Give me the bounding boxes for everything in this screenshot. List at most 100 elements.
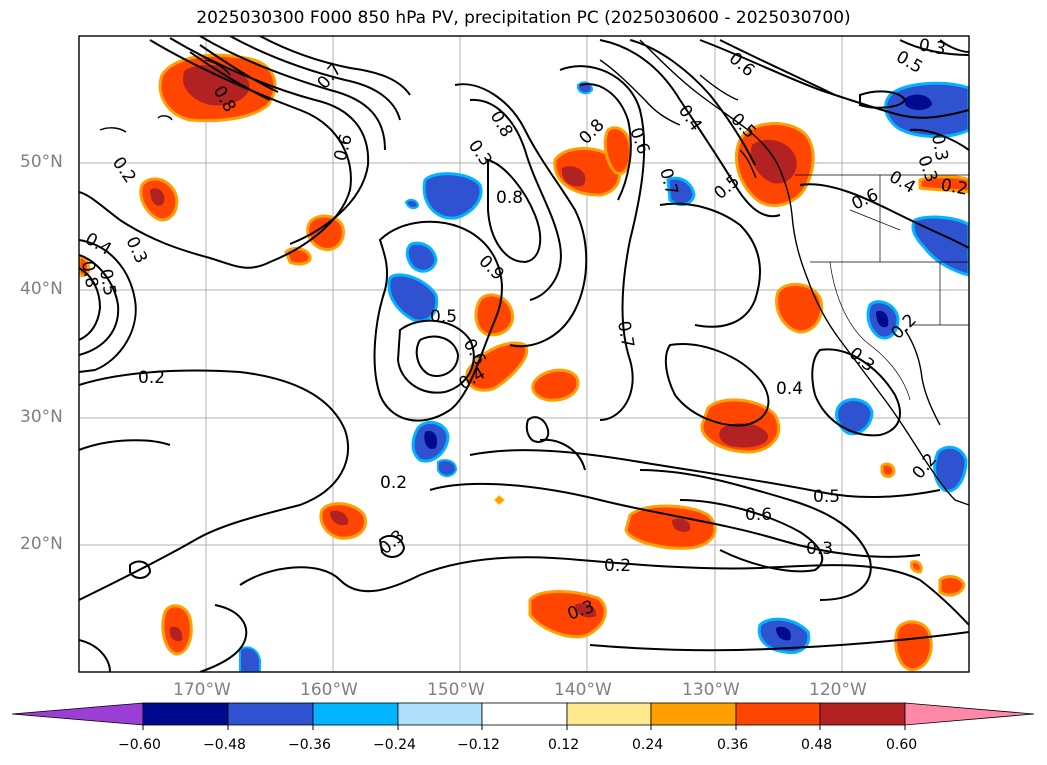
- coastline: [157, 115, 173, 121]
- precip-blob: [876, 310, 889, 328]
- contour-line: [811, 348, 901, 437]
- colorbar-tick-label: 0.24: [632, 737, 664, 753]
- precip-blob: [933, 445, 968, 493]
- map-frame: [78, 35, 970, 673]
- contour-line: [629, 39, 756, 166]
- contour-line: [579, 83, 632, 201]
- lon-label-150w: 150°W: [427, 680, 485, 700]
- contour-label: 0.8: [77, 259, 101, 289]
- precip-blob: [528, 590, 607, 639]
- coastline: [904, 329, 941, 426]
- contour-line: [899, 39, 969, 56]
- contour-line: [469, 449, 941, 499]
- contour-line: [79, 267, 102, 341]
- coastline: [599, 59, 681, 126]
- lon-label-170w: 170°W: [173, 680, 231, 700]
- lat-label-50n: 50°N: [20, 152, 63, 172]
- precip-blob: [918, 175, 969, 194]
- coastline: [204, 59, 231, 76]
- map-title: 2025030300 F000 850 hPa PV, precipitatio…: [196, 8, 851, 28]
- colorbar-tick-label: −0.24: [373, 737, 416, 753]
- lat-label-20n: 20°N: [20, 534, 63, 554]
- colorbar-tick-label: −0.60: [118, 737, 161, 753]
- precip-blob: [169, 626, 183, 642]
- colorbar-segment: [312, 702, 399, 726]
- colorbar-tick-label: 0.36: [717, 737, 749, 753]
- borders: [795, 174, 969, 401]
- coastline: [699, 74, 739, 101]
- contour-line: [79, 239, 137, 373]
- colorbar-segment: [397, 702, 483, 726]
- colorbar-tick-label: 0.12: [548, 737, 580, 753]
- colorbar-tick-label: −0.48: [203, 737, 246, 753]
- precip-blob: [424, 430, 438, 450]
- precip-blob: [150, 188, 165, 206]
- contour-line: [589, 631, 969, 652]
- precip-blob: [437, 459, 458, 477]
- precip-blob: [493, 494, 506, 506]
- contour-line: [199, 44, 279, 93]
- colorbar-segment: [227, 702, 314, 726]
- contour-label: 0.7: [613, 319, 637, 349]
- precip-blob: [561, 166, 586, 187]
- precip-blob: [905, 94, 932, 111]
- colorbar-extend-low: [11, 702, 144, 726]
- precip-blob: [894, 620, 933, 672]
- lat-label-30n: 30°N: [20, 407, 63, 427]
- colorbar-extend-high: [904, 702, 1035, 726]
- colorbar-segment: [819, 702, 906, 726]
- contour-line: [259, 36, 411, 96]
- contour-line: [469, 98, 562, 301]
- precip-blob: [672, 518, 691, 532]
- contour-label: 0.5: [95, 267, 119, 297]
- precip-blob: [624, 504, 717, 550]
- gridlines: [79, 36, 969, 672]
- colorbar-tick-label: 0.48: [801, 737, 833, 753]
- colorbar-segment: [142, 702, 229, 726]
- precip-blob: [474, 293, 515, 337]
- contour-line: [599, 39, 781, 218]
- border-line: [829, 261, 911, 401]
- colorbar-ticks: [142, 725, 906, 730]
- border-line: [849, 209, 901, 231]
- colorbar-tick-label: 0.60: [886, 737, 918, 753]
- colorbar-segment: [735, 702, 821, 726]
- contour-line: [199, 36, 386, 151]
- colorbar-segment: [650, 702, 737, 726]
- colorbar-segment: [481, 702, 568, 726]
- contour-line: [559, 65, 646, 421]
- precip-blob: [603, 126, 632, 175]
- contour-label: 0.3: [927, 132, 951, 162]
- contour-line: [378, 534, 406, 558]
- precip-blob: [750, 139, 797, 184]
- precip-blob: [239, 646, 261, 672]
- contour-line: [229, 36, 401, 121]
- contour-line: [487, 158, 542, 264]
- contour-line: [129, 560, 152, 579]
- precip-negative-blobs: [239, 81, 969, 672]
- pv-contours: [79, 36, 969, 672]
- contour-label: 0.2: [138, 368, 165, 388]
- contour-line: [79, 39, 352, 269]
- contour-line: [639, 469, 872, 601]
- precip-blob: [776, 626, 791, 641]
- precip-blob: [404, 198, 420, 210]
- contour-label: 0.6: [745, 505, 772, 525]
- lon-label-130w: 130°W: [682, 680, 740, 700]
- coastlines: [99, 39, 969, 506]
- precip-blob: [575, 603, 597, 618]
- contour-line: [939, 39, 969, 53]
- contour-label: 0.2: [380, 473, 407, 493]
- contour-line: [199, 604, 248, 672]
- contour-label: 0.3: [806, 539, 833, 559]
- contour-line: [909, 128, 969, 151]
- contour-label: 0.8: [496, 188, 523, 208]
- colorbar-tick-label: −0.12: [457, 737, 500, 753]
- precip-blob: [405, 241, 438, 273]
- precip-blob: [880, 462, 896, 478]
- lon-label-140w: 140°W: [554, 680, 612, 700]
- contour-line: [79, 254, 120, 356]
- contour-label: 0.4: [776, 379, 803, 399]
- contour-line: [429, 482, 921, 558]
- colorbar-segment: [566, 702, 652, 726]
